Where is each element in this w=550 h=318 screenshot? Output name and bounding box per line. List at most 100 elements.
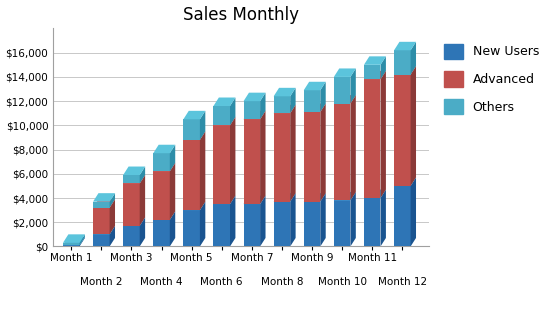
Text: Month 10: Month 10 <box>317 277 367 287</box>
Polygon shape <box>140 218 145 246</box>
Polygon shape <box>394 42 416 50</box>
Bar <box>183 119 200 140</box>
Polygon shape <box>200 131 205 210</box>
Bar <box>213 204 230 246</box>
Polygon shape <box>350 192 356 246</box>
Polygon shape <box>153 145 175 153</box>
Polygon shape <box>304 104 326 112</box>
Polygon shape <box>244 93 266 101</box>
Bar <box>274 113 290 202</box>
Polygon shape <box>123 167 145 175</box>
Text: Month 8: Month 8 <box>261 277 303 287</box>
Polygon shape <box>170 163 175 220</box>
Polygon shape <box>260 111 266 204</box>
Polygon shape <box>170 211 175 246</box>
Bar <box>394 50 411 74</box>
Bar <box>394 74 411 186</box>
Bar <box>334 77 350 104</box>
Polygon shape <box>334 192 356 200</box>
Polygon shape <box>381 190 386 246</box>
Polygon shape <box>320 104 326 202</box>
Polygon shape <box>274 105 295 113</box>
Bar <box>304 202 320 246</box>
Polygon shape <box>364 71 386 80</box>
Text: Month 12: Month 12 <box>378 277 427 287</box>
Bar <box>123 226 140 246</box>
Bar <box>63 243 80 245</box>
Polygon shape <box>109 199 115 234</box>
Polygon shape <box>109 193 115 208</box>
Polygon shape <box>93 199 115 208</box>
Polygon shape <box>274 88 295 96</box>
Polygon shape <box>93 226 115 234</box>
Polygon shape <box>334 68 356 77</box>
Polygon shape <box>153 211 175 220</box>
Polygon shape <box>244 111 266 119</box>
Polygon shape <box>394 66 416 74</box>
Polygon shape <box>350 68 356 104</box>
Polygon shape <box>260 93 266 119</box>
Polygon shape <box>290 105 295 202</box>
Polygon shape <box>364 56 386 65</box>
Polygon shape <box>230 98 235 125</box>
Polygon shape <box>140 167 145 183</box>
Polygon shape <box>153 163 175 171</box>
Bar <box>93 208 109 234</box>
Legend: New Users, Advanced, Others: New Users, Advanced, Others <box>439 38 544 119</box>
Polygon shape <box>394 177 416 186</box>
Bar <box>93 234 109 246</box>
Polygon shape <box>213 196 235 204</box>
Bar <box>153 153 170 171</box>
Polygon shape <box>244 196 266 204</box>
Bar <box>334 104 350 200</box>
Polygon shape <box>320 82 326 112</box>
Bar <box>183 210 200 246</box>
Polygon shape <box>213 117 235 125</box>
Polygon shape <box>93 193 115 202</box>
Polygon shape <box>63 237 85 245</box>
Text: Month 2: Month 2 <box>80 277 123 287</box>
Polygon shape <box>80 237 85 246</box>
Polygon shape <box>183 111 205 119</box>
Polygon shape <box>274 193 295 202</box>
Bar <box>244 119 260 204</box>
Polygon shape <box>230 196 235 246</box>
Bar <box>153 171 170 220</box>
Polygon shape <box>123 218 145 226</box>
Bar <box>364 80 381 198</box>
Polygon shape <box>230 117 235 204</box>
Polygon shape <box>200 111 205 140</box>
Bar <box>364 65 381 80</box>
Polygon shape <box>411 42 416 74</box>
Polygon shape <box>320 193 326 246</box>
Bar <box>63 245 80 246</box>
Bar <box>304 112 320 202</box>
Polygon shape <box>411 177 416 246</box>
Text: Month 6: Month 6 <box>200 277 243 287</box>
Polygon shape <box>350 95 356 200</box>
Bar <box>334 200 350 246</box>
Polygon shape <box>183 202 205 210</box>
Bar <box>123 175 140 183</box>
Polygon shape <box>213 98 235 106</box>
Polygon shape <box>304 193 326 202</box>
Polygon shape <box>200 202 205 246</box>
Polygon shape <box>290 193 295 246</box>
Bar <box>93 202 109 208</box>
Polygon shape <box>334 95 356 104</box>
Polygon shape <box>381 71 386 198</box>
Polygon shape <box>364 190 386 198</box>
Bar <box>183 140 200 210</box>
Bar <box>364 198 381 246</box>
Bar <box>304 90 320 112</box>
Bar <box>213 106 230 125</box>
Polygon shape <box>304 82 326 90</box>
Polygon shape <box>183 131 205 140</box>
Polygon shape <box>80 234 85 245</box>
Polygon shape <box>140 175 145 226</box>
Bar <box>123 183 140 226</box>
Bar <box>244 101 260 119</box>
Title: Sales Monthly: Sales Monthly <box>183 5 299 24</box>
Polygon shape <box>290 88 295 113</box>
Bar <box>394 186 411 246</box>
